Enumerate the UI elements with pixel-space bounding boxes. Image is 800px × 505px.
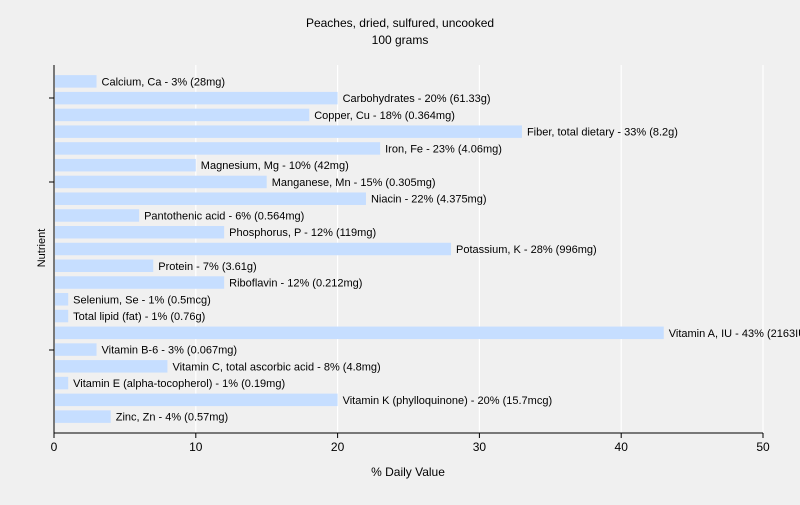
bar [55, 259, 154, 273]
bar [55, 276, 225, 289]
bar [55, 158, 196, 172]
bar-label: Pantothenic acid - 6% (0.564mg) [144, 210, 304, 222]
bar-label: Fiber, total dietary - 33% (8.2g) [527, 127, 678, 139]
x-axis-label: % Daily Value [371, 465, 445, 479]
bar [55, 75, 97, 88]
bar [55, 326, 664, 340]
bar-label: Vitamin B-6 - 3% (0.067mg) [102, 345, 238, 357]
bar [55, 192, 366, 205]
y-axis-label: Nutrient [36, 229, 48, 268]
bar-label: Total lipid (fat) - 1% (0.76g) [73, 311, 205, 323]
x-tick-label: 40 [615, 440, 629, 454]
bar-label: Protein - 7% (3.61g) [158, 261, 256, 273]
x-tick-label: 0 [51, 440, 58, 454]
bar [55, 108, 310, 122]
x-tick-label: 10 [189, 440, 203, 454]
bar-label: Vitamin A, IU - 43% (2163IU) [669, 328, 800, 340]
bar [55, 125, 522, 138]
bar [55, 225, 225, 239]
bar [55, 175, 267, 189]
bar-label: Selenium, Se - 1% (0.5mcg) [73, 294, 211, 306]
x-tick-label: 50 [756, 440, 770, 454]
bar [55, 360, 168, 373]
bar [55, 293, 69, 306]
axes: 0 10 20 30 40 50 [49, 65, 770, 454]
bar-label: Iron, Fe - 23% (4.06mg) [385, 143, 502, 155]
bar [55, 242, 452, 256]
bar-label: Calcium, Ca - 3% (28mg) [102, 76, 225, 88]
bars: Calcium, Ca - 3% (28mg) Carbohydrates - 2… [55, 75, 800, 424]
bar [55, 91, 338, 105]
bar [55, 393, 338, 407]
chart-title: Peaches, dried, sulfured, uncooked [306, 16, 494, 30]
x-tick-label: 20 [331, 440, 345, 454]
bar [55, 142, 381, 155]
bar-label: Vitamin K (phylloquinone) - 20% (15.7mcg… [343, 395, 553, 407]
bar [55, 343, 97, 356]
bar-label: Riboflavin - 12% (0.212mg) [229, 278, 362, 290]
bar [55, 209, 140, 222]
bar-label: Niacin - 22% (4.375mg) [371, 194, 487, 206]
bar-label: Magnesium, Mg - 10% (42mg) [201, 160, 349, 172]
bar [55, 410, 111, 423]
x-tick-label: 30 [473, 440, 487, 454]
bar [55, 376, 69, 390]
bar-label: Vitamin C, total ascorbic acid - 8% (4.8… [172, 361, 380, 373]
bar-label: Carbohydrates - 20% (61.33g) [343, 93, 491, 105]
bar-label: Zinc, Zn - 4% (0.57mg) [116, 412, 228, 424]
bar-label: Manganese, Mn - 15% (0.305mg) [272, 177, 436, 189]
bar-label: Copper, Cu - 18% (0.364mg) [314, 110, 455, 122]
bar-label: Potassium, K - 28% (996mg) [456, 244, 597, 256]
chart-subtitle: 100 grams [372, 33, 429, 47]
bar-label: Vitamin E (alpha-tocopherol) - 1% (0.19m… [73, 378, 285, 390]
bar [55, 309, 69, 323]
bar-label: Phosphorus, P - 12% (119mg) [229, 227, 376, 239]
